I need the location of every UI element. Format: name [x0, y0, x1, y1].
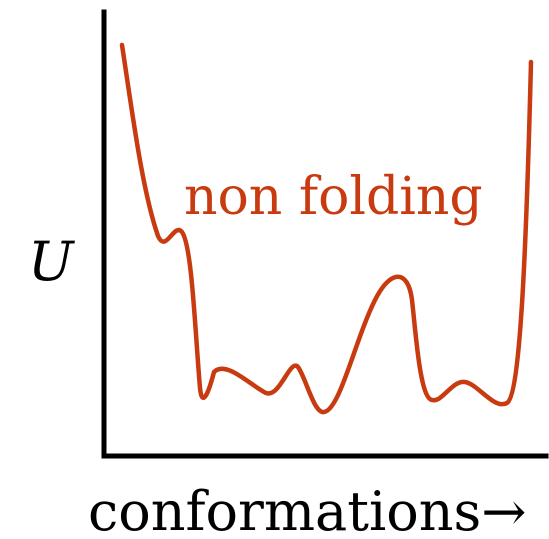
non-folding-label: non folding — [184, 167, 483, 227]
y-axis-label: U — [28, 230, 75, 293]
energy-curve — [119, 42, 534, 415]
x-axis-label: conformations→ — [88, 480, 526, 539]
